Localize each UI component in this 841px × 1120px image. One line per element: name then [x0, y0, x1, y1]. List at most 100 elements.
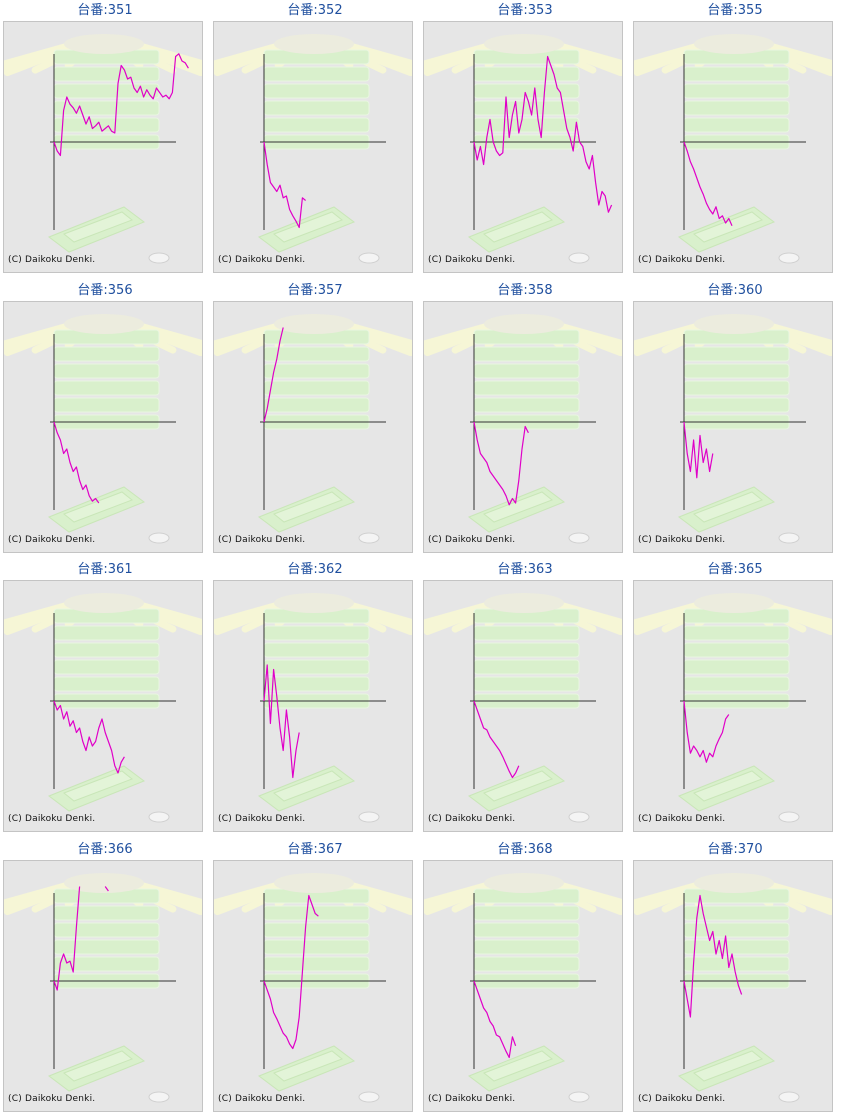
background-tray-stack [473, 593, 580, 709]
background-tray-stack [53, 593, 160, 709]
machine-card[interactable]: 台番:358 (C) Daikoku Denki. [420, 280, 630, 560]
background-coin [778, 1091, 800, 1102]
machine-card[interactable]: 台番:352 (C) Daikoku Denki. [210, 0, 420, 280]
machine-number-link[interactable]: 台番:365 [707, 562, 763, 577]
background-tray-stack [263, 313, 370, 429]
copyright-text: (C) Daikoku Denki. [638, 255, 726, 265]
machine-number-link[interactable]: 台番:360 [707, 282, 763, 298]
background-bottom-tray [47, 206, 146, 253]
background-tray-stack [683, 313, 790, 429]
machine-number-link[interactable]: 台番:361 [77, 562, 133, 577]
background-tray-stack [473, 872, 580, 988]
payout-graph-svg [424, 313, 622, 543]
background-coin [778, 252, 800, 264]
payout-graph[interactable]: (C) Daikoku Denki. [3, 580, 203, 832]
payout-graph-svg [4, 34, 202, 264]
background-tray-stack [53, 872, 160, 988]
machine-number-link[interactable]: 台番:352 [287, 3, 343, 18]
machine-card[interactable]: 台番:351 (C) Daikoku Denki. [0, 0, 210, 280]
background-tray-stack [683, 34, 790, 150]
copyright-text: (C) Daikoku Denki. [8, 534, 96, 545]
machine-card[interactable]: 台番:361 (C) Daikoku Denki. [0, 559, 210, 839]
machine-card[interactable]: 台番:356 (C) Daikoku Denki. [0, 280, 210, 560]
series-line [263, 894, 319, 1049]
machine-card[interactable]: 台番:362 (C) Daikoku Denki. [210, 559, 420, 839]
machine-number-link[interactable]: 台番:368 [497, 841, 553, 857]
background-coin [568, 1091, 590, 1102]
series-line [683, 421, 714, 478]
background-tray-stack [263, 593, 370, 709]
machine-card[interactable]: 台番:357 (C) Daikoku Denki. [210, 280, 420, 560]
background-coin [358, 1091, 380, 1102]
payout-graph-svg [214, 313, 412, 543]
payout-graph[interactable]: (C) Daikoku Denki. [3, 21, 203, 273]
payout-graph[interactable]: (C) Daikoku Denki. [423, 21, 623, 273]
series-line [473, 980, 517, 1058]
machine-card[interactable]: 台番:360 (C) Daikoku Denki. [630, 280, 840, 560]
background-bottom-tray [467, 765, 566, 812]
payout-graph-svg [4, 593, 202, 823]
machine-card[interactable]: 台番:368 (C) Daikoku Denki. [420, 839, 630, 1119]
background-bottom-tray [467, 206, 566, 253]
background-coin [358, 252, 380, 264]
background-tray-stack [53, 34, 160, 150]
copyright-text: (C) Daikoku Denki. [8, 1093, 96, 1104]
machine-number-link[interactable]: 台番:353 [497, 3, 553, 18]
background-tray-stack [473, 34, 580, 150]
background-coin [358, 811, 380, 823]
payout-graph[interactable]: (C) Daikoku Denki. [213, 300, 413, 553]
payout-graph[interactable]: (C) Daikoku Denki. [423, 580, 623, 832]
machine-card[interactable]: 台番:353 (C) Daikoku Denki. [420, 0, 630, 280]
series-line [263, 326, 284, 422]
background-coin [568, 252, 590, 264]
background-coin [148, 252, 170, 264]
payout-graph-svg [634, 593, 832, 823]
copyright-text: (C) Daikoku Denki. [638, 1093, 726, 1104]
machine-number-link[interactable]: 台番:351 [77, 3, 133, 18]
payout-graph[interactable]: (C) Daikoku Denki. [213, 859, 413, 1112]
copyright-text: (C) Daikoku Denki. [218, 814, 306, 824]
background-coin [148, 1091, 170, 1102]
machine-number-link[interactable]: 台番:358 [497, 282, 553, 298]
machine-number-link[interactable]: 台番:362 [287, 562, 343, 577]
payout-graph[interactable]: (C) Daikoku Denki. [3, 300, 203, 553]
copyright-text: (C) Daikoku Denki. [428, 534, 516, 545]
series-line [473, 700, 520, 779]
payout-graph[interactable]: (C) Daikoku Denki. [633, 859, 833, 1112]
payout-graph[interactable]: (C) Daikoku Denki. [633, 300, 833, 553]
payout-graph-svg [634, 34, 832, 264]
payout-graph[interactable]: (C) Daikoku Denki. [633, 580, 833, 832]
machine-card[interactable]: 台番:355 (C) Daikoku Denki. [630, 0, 840, 280]
payout-graph[interactable]: (C) Daikoku Denki. [213, 580, 413, 832]
machine-number-link[interactable]: 台番:366 [77, 841, 133, 857]
machine-number-link[interactable]: 台番:355 [707, 3, 763, 18]
machine-card[interactable]: 台番:365 (C) Daikoku Denki. [630, 559, 840, 839]
background-coin [778, 532, 800, 543]
copyright-text: (C) Daikoku Denki. [8, 814, 96, 824]
payout-graph[interactable]: (C) Daikoku Denki. [3, 859, 203, 1112]
machine-card[interactable]: 台番:370 (C) Daikoku Denki. [630, 839, 840, 1119]
payout-graph[interactable]: (C) Daikoku Denki. [423, 859, 623, 1112]
background-bottom-tray [257, 206, 356, 253]
copyright-text: (C) Daikoku Denki. [218, 534, 306, 545]
machine-number-link[interactable]: 台番:356 [77, 282, 133, 298]
payout-graph[interactable]: (C) Daikoku Denki. [213, 21, 413, 273]
machine-number-link[interactable]: 台番:367 [287, 841, 343, 857]
payout-graph[interactable]: (C) Daikoku Denki. [633, 21, 833, 273]
machine-card[interactable]: 台番:366 (C) Daikoku Denki. [0, 839, 210, 1119]
machine-card[interactable]: 台番:367 (C) Daikoku Denki. [210, 839, 420, 1119]
background-bottom-tray [47, 1044, 146, 1092]
payout-graph-svg [4, 313, 202, 543]
payout-graph-svg [424, 593, 622, 823]
machine-number-link[interactable]: 台番:357 [287, 282, 343, 298]
machine-number-link[interactable]: 台番:370 [707, 841, 763, 857]
background-tray-stack [683, 593, 790, 709]
series-line [53, 700, 125, 774]
series-line [263, 141, 306, 229]
background-bottom-tray [47, 485, 146, 533]
machine-card[interactable]: 台番:363 (C) Daikoku Denki. [420, 559, 630, 839]
series-line [53, 421, 100, 503]
payout-graph[interactable]: (C) Daikoku Denki. [423, 300, 623, 553]
machine-number-link[interactable]: 台番:363 [497, 562, 553, 577]
series-line [53, 53, 189, 157]
